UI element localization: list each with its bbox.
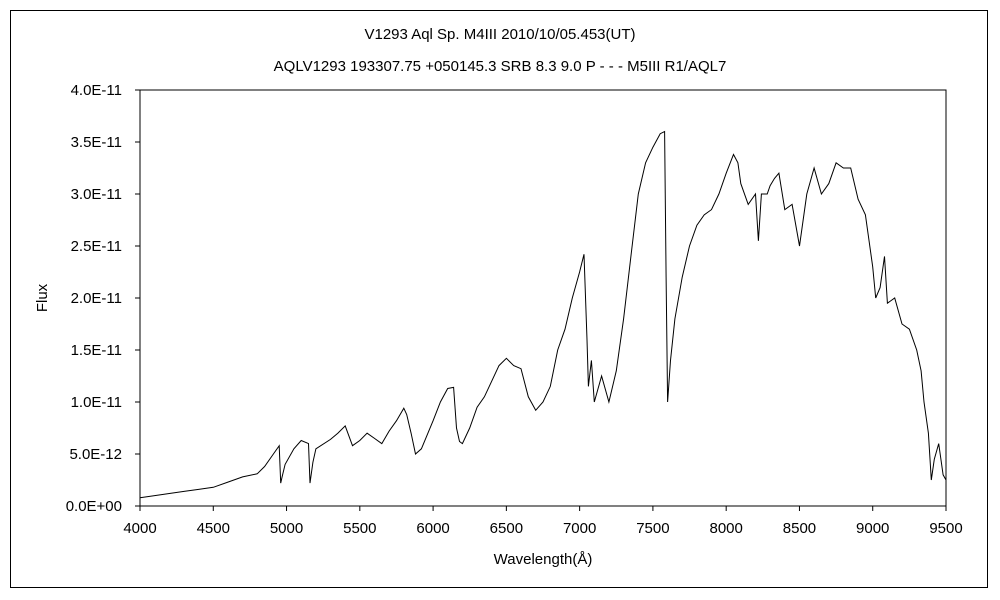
x-tick-label: 5500 [343, 520, 376, 537]
x-tick-label: 6500 [490, 520, 523, 537]
y-tick-label: 3.5E-11 [71, 134, 122, 151]
x-axis: 4000 4500 5000 5500 6000 6500 7000 7500 8000 8500… [123, 506, 963, 537]
x-tick-label: 7000 [563, 520, 596, 537]
y-tick-label: 4.0E-11 [71, 82, 122, 99]
y-tick-label: 2.0E-11 [71, 290, 122, 307]
y-axis-label: Flux [34, 283, 51, 312]
plot-area [139, 89, 947, 507]
y-tick-label: 2.5E-11 [71, 238, 122, 255]
y-tick-label: 1.0E-11 [71, 394, 122, 411]
chart-frame [10, 10, 988, 588]
chart-title: V1293 Aql Sp. M4III 2010/10/05.453(UT) [364, 26, 636, 43]
x-tick-label: 5000 [270, 520, 303, 537]
x-tick-label: 4000 [123, 520, 156, 537]
x-tick-label: 9500 [929, 520, 962, 537]
x-tick-label: 9000 [856, 520, 889, 537]
series-line-spectrum [139, 130, 947, 499]
chart-subtitle: AQLV1293 193307.75 +050145.3 SRB 8.3 9.0… [273, 58, 727, 75]
x-tick-label: 8000 [709, 520, 742, 537]
y-tick-label: 1.5E-11 [71, 342, 122, 359]
y-tick-label: 3.0E-11 [71, 186, 122, 203]
x-tick-label: 8500 [783, 520, 816, 537]
y-tick-label: 5.0E-12 [69, 446, 122, 463]
x-tick-label: 7500 [636, 520, 669, 537]
x-axis-label: Wavelength(Å) [494, 551, 593, 568]
x-tick-label: 4500 [197, 520, 230, 537]
x-tick-label: 6000 [416, 520, 449, 537]
y-tick-label: 0.0E+00 [66, 498, 122, 515]
y-axis: 0.0E+00 5.0E-12 1.0E-11 1.5E-11 2.0E-11 2.5E-… [66, 82, 140, 515]
